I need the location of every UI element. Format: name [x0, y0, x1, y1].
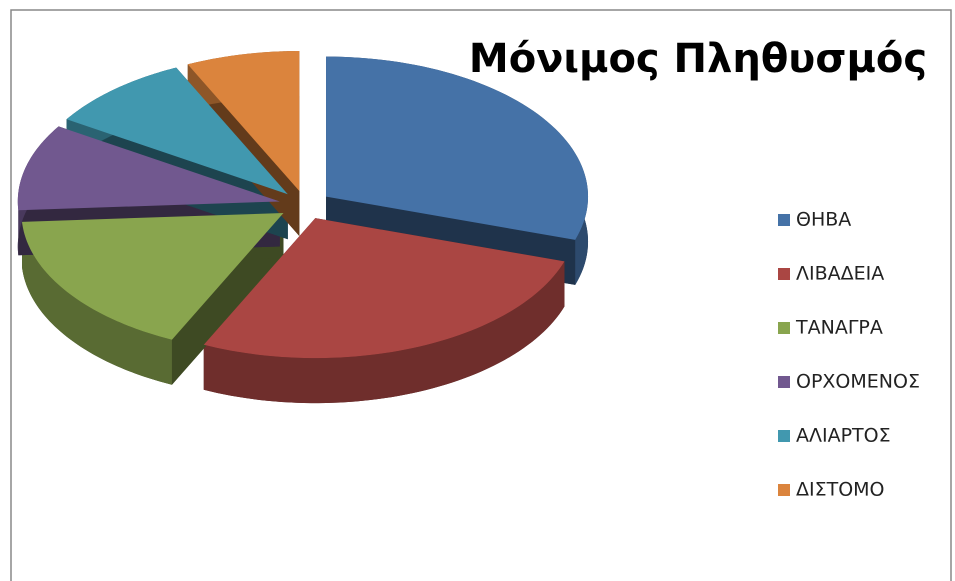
- legend-swatch: [778, 484, 790, 496]
- chart-title: Μόνιμος Πληθυσμός: [469, 36, 927, 82]
- slice-rim: [203, 261, 565, 404]
- legend-label: ΑΛΙΑΡΤΟΣ: [796, 425, 891, 447]
- legend-swatch: [778, 376, 790, 388]
- legend-label: ΔΙΣΤΟΜΟ: [796, 479, 885, 501]
- pie-slice: [22, 213, 284, 340]
- legend-label: ΘΗΒΑ: [796, 209, 851, 231]
- pie-slice: [203, 218, 565, 359]
- legend-label: ΟΡΧΟΜΕΝΟΣ: [796, 371, 920, 393]
- slice-tops: [17, 51, 589, 359]
- pie-slice: [66, 67, 288, 195]
- legend-label: ΤΑΝΑΓΡΑ: [795, 317, 883, 339]
- legend-swatch: [778, 322, 790, 334]
- legend-swatch: [778, 268, 790, 280]
- pie-slice: [326, 56, 589, 240]
- legend-label: ΛΙΒΑΔΕΙΑ: [796, 263, 884, 285]
- legend-swatch: [778, 430, 790, 442]
- slice-rim: [22, 221, 172, 385]
- pie-slice: [187, 51, 300, 192]
- legend-swatch: [778, 214, 790, 226]
- pie-slice: [17, 126, 280, 211]
